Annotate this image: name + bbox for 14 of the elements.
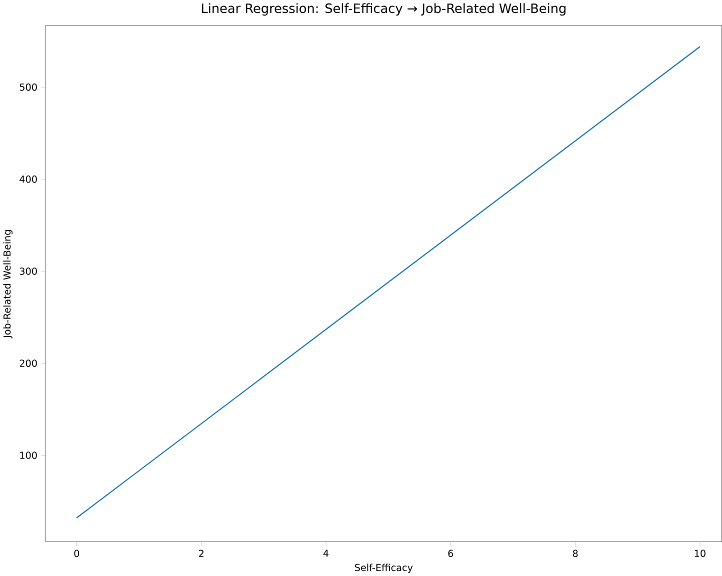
chart-title: Linear Regression: Self-Efficacy → Job-Related Well-Being	[202, 3, 566, 16]
x-tick-label: 0	[74, 550, 80, 557]
y-tick-label: 100	[20, 452, 37, 459]
x-tick-label: 6	[448, 550, 454, 557]
x-tick-label: 2	[198, 550, 204, 557]
x-tick-label: 4	[323, 550, 329, 557]
y-tick-label: 300	[20, 267, 37, 275]
x-tick-label: 8	[572, 550, 578, 557]
y-tick-label: 400	[20, 175, 37, 183]
x-axis-title: Self-Efficacy	[354, 564, 413, 573]
y-tick-label: 200	[20, 359, 37, 367]
x-tick-label: 10	[694, 550, 706, 557]
y-tick-label: 500	[20, 83, 37, 91]
y-axis-title: Job-Related Well-Being	[3, 230, 13, 338]
